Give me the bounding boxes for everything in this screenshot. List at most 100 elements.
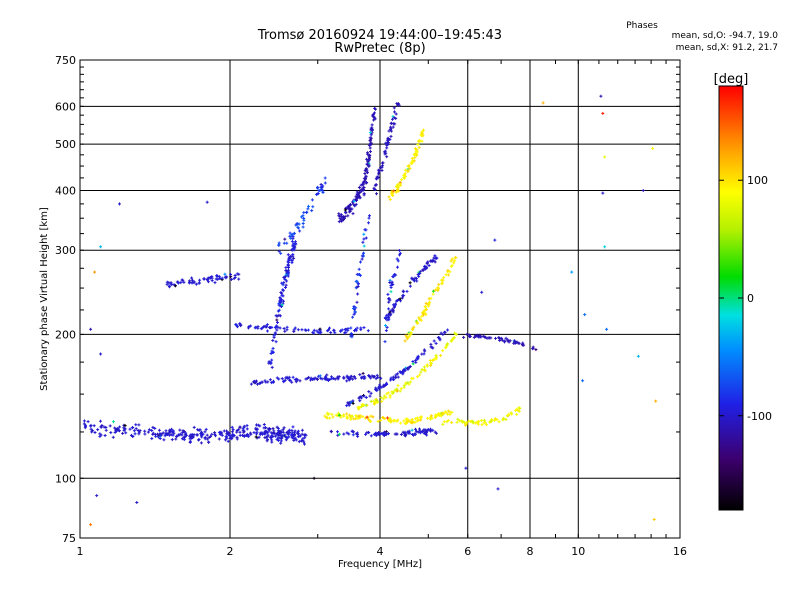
- data-point-v: [317, 377, 318, 381]
- data-point: [237, 277, 241, 281]
- data-point: [422, 309, 426, 313]
- data-point: [387, 316, 391, 320]
- data-point-v: [371, 123, 373, 127]
- data-point-v: [365, 396, 367, 399]
- data-point: [337, 220, 341, 224]
- data-point: [296, 378, 300, 382]
- data-point-v: [137, 429, 139, 432]
- data-point-v: [344, 208, 346, 212]
- data-point: [513, 339, 517, 343]
- data-point-v: [279, 436, 281, 440]
- data-point-v: [189, 437, 191, 441]
- data-point: [435, 414, 439, 418]
- data-point: [364, 432, 368, 436]
- data-point-v: [292, 237, 294, 241]
- data-point: [372, 115, 376, 119]
- data-point-v: [374, 106, 376, 110]
- data-point: [362, 192, 366, 196]
- data-point-v: [425, 301, 427, 305]
- data-point: [263, 379, 267, 383]
- data-point: [290, 429, 294, 433]
- data-point-v: [192, 278, 193, 282]
- data-point: [369, 399, 373, 403]
- data-point: [294, 240, 297, 244]
- data-point: [427, 264, 431, 267]
- data-point: [345, 412, 349, 416]
- data-point: [339, 415, 343, 419]
- data-point: [432, 357, 436, 361]
- data-point-v: [427, 428, 429, 431]
- data-point: [189, 433, 193, 437]
- data-point-v: [293, 328, 295, 332]
- data-point: [386, 138, 390, 142]
- data-point-v: [286, 325, 288, 329]
- data-point: [522, 343, 526, 347]
- data-point-v: [292, 425, 294, 429]
- data-point: [396, 375, 400, 379]
- data-point: [386, 391, 390, 395]
- data-point: [218, 275, 221, 279]
- data-point: [213, 432, 217, 436]
- data-point: [391, 308, 395, 312]
- data-point: [113, 426, 117, 430]
- data-point-v: [397, 183, 399, 187]
- data-point-v: [417, 143, 419, 146]
- data-point: [319, 376, 323, 380]
- data-point-v: [407, 366, 409, 370]
- data-point: [367, 143, 371, 147]
- data-point: [379, 396, 383, 400]
- data-point-v: [158, 428, 160, 432]
- data-point-v: [294, 244, 296, 248]
- data-point-v: [421, 311, 423, 315]
- data-point-v: [287, 264, 289, 267]
- data-point-v: [451, 264, 453, 268]
- data-point-v: [374, 183, 376, 187]
- data-point-v: [303, 217, 305, 220]
- data-point: [146, 430, 150, 434]
- data-point: [415, 149, 419, 153]
- data-point: [347, 210, 351, 214]
- data-point: [284, 269, 288, 273]
- data-point-v: [99, 434, 101, 438]
- data-point-v: [356, 414, 358, 418]
- data-point: [407, 331, 411, 335]
- data-point-v: [438, 283, 440, 287]
- data-point: [180, 433, 184, 437]
- data-point: [388, 416, 392, 420]
- data-point: [177, 433, 180, 437]
- data-point-v: [240, 324, 242, 328]
- data-point: [394, 299, 398, 303]
- data-point-v: [311, 198, 313, 202]
- data-point-v: [418, 272, 420, 275]
- data-point-v: [189, 434, 191, 438]
- data-point-v: [418, 274, 420, 278]
- data-point-v: [110, 431, 112, 435]
- data-point: [249, 382, 253, 386]
- data-point: [232, 434, 236, 438]
- data-point-v: [473, 335, 475, 339]
- data-point-v: [405, 168, 407, 172]
- data-point-v: [130, 433, 132, 437]
- data-point: [296, 222, 300, 226]
- data-point: [349, 375, 353, 379]
- data-point: [439, 354, 443, 358]
- data-point: [380, 399, 384, 403]
- data-point-v: [370, 141, 372, 145]
- data-point: [134, 423, 138, 427]
- data-point: [383, 152, 387, 156]
- data-point: [272, 429, 276, 433]
- data-point: [351, 433, 355, 437]
- data-point: [238, 433, 242, 437]
- data-point-v: [284, 329, 286, 333]
- data-point: [284, 274, 288, 278]
- data-point-v: [411, 419, 413, 423]
- data-point: [291, 254, 295, 258]
- data-point: [402, 368, 406, 372]
- data-point: [301, 222, 305, 225]
- data-point: [359, 405, 363, 409]
- data-point-v: [453, 336, 455, 340]
- data-point-v: [269, 428, 271, 431]
- data-point: [206, 280, 210, 284]
- data-point: [346, 401, 350, 405]
- data-point: [408, 365, 412, 369]
